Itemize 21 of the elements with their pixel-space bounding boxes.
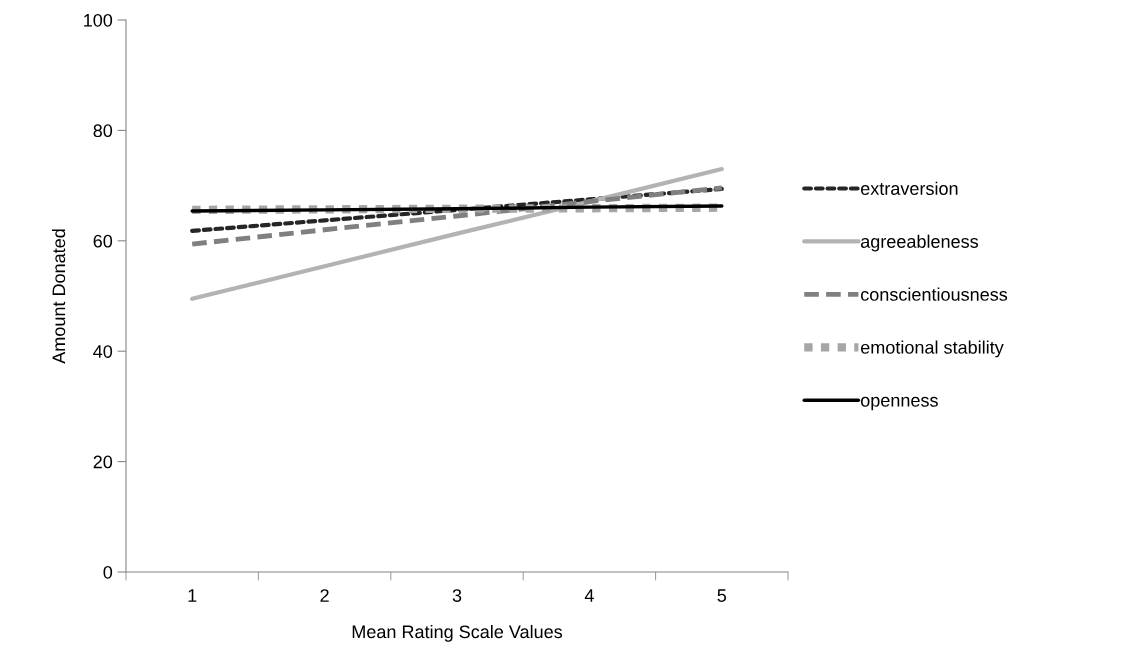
y-axis-title: Amount Donated <box>51 229 66 364</box>
line-series <box>190 186 724 233</box>
x-tick-label: 3 <box>452 589 462 602</box>
x-tick-label: 1 <box>188 589 197 602</box>
x-tick-label: 2 <box>320 589 329 602</box>
y-tick-label: 60 <box>93 234 113 248</box>
y-tick-label: 40 <box>93 345 113 358</box>
y-tick-label: 80 <box>93 124 113 138</box>
line-series <box>189 185 725 247</box>
y-tick-label: 0 <box>103 565 113 579</box>
x-tick-label: 5 <box>717 589 727 602</box>
legend-label: conscientiousness <box>860 287 1008 301</box>
legend-label: openness <box>860 396 938 411</box>
y-tick-label: 100 <box>84 13 113 27</box>
legend-label: agreeableness <box>860 234 979 252</box>
y-tick-label: 20 <box>93 455 113 469</box>
x-tick-label: 4 <box>584 589 594 602</box>
line-series <box>190 166 724 301</box>
legend-label: extraversion <box>860 181 958 195</box>
legend-label: emotional stability <box>860 340 1004 358</box>
x-axis-title: Mean Rating Scale Values <box>352 624 563 642</box>
